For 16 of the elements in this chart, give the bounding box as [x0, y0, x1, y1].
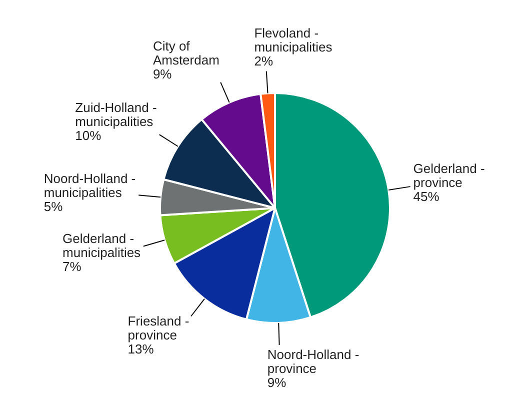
slice-label: Gelderland - municipalities	[62, 230, 142, 260]
slice-label: Friesland - province	[128, 313, 190, 342]
data-label: 9%	[152, 66, 172, 82]
slice-label: Gelderland - province	[413, 160, 485, 190]
data-label: 10%	[75, 128, 102, 143]
data-label: 7%	[62, 258, 82, 274]
data-label: 45%	[413, 188, 440, 204]
slice-label: Noord-Holland - municipalities	[44, 170, 136, 200]
slice-label: City of Amsterdam	[152, 38, 220, 68]
slice-label: Flevoland - municipalities	[254, 25, 333, 54]
data-label: 9%	[267, 375, 287, 390]
data-label: 5%	[44, 198, 64, 214]
data-label: 2%	[254, 53, 274, 68]
slice-label: Zuid-Holland - municipalities	[75, 100, 157, 129]
slice-label: Noord-Holland - province	[267, 347, 360, 376]
data-label: 13%	[128, 341, 154, 356]
